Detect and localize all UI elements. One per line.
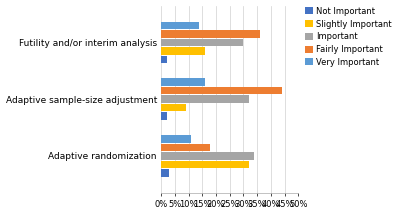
Bar [161,152,254,160]
Bar [161,22,200,29]
Bar [161,169,169,177]
Bar [161,112,166,120]
Bar [161,78,205,86]
Bar [161,87,282,94]
Bar [161,39,243,46]
Bar [161,135,191,143]
Bar [161,30,260,38]
Bar [161,144,210,151]
Bar [161,95,249,103]
Legend: Not Important, Slightly Important, Important, Fairly Important, Very Important: Not Important, Slightly Important, Impor… [304,6,393,68]
Bar [161,56,166,63]
Bar [161,104,186,111]
Bar [161,161,249,168]
Bar [161,47,205,55]
